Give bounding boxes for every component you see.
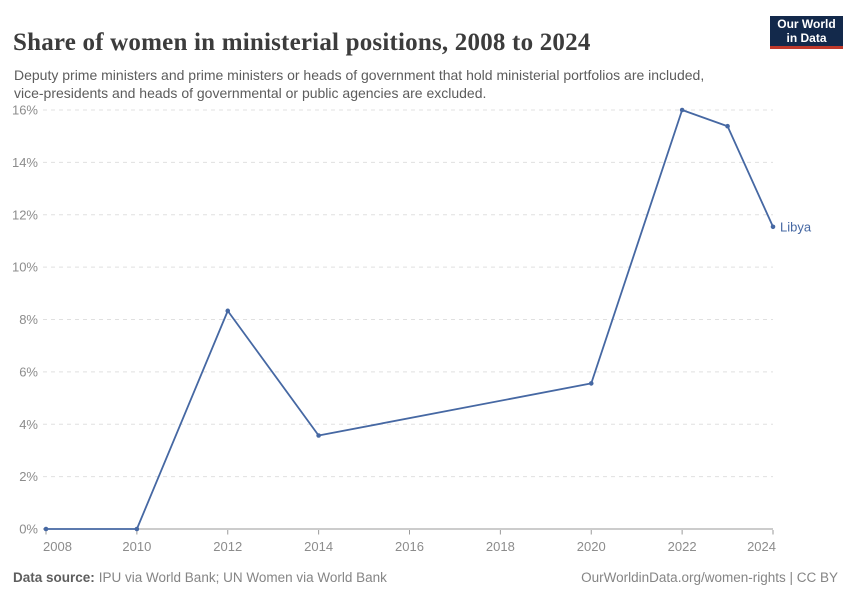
owid-logo-line2: in Data (786, 31, 827, 45)
x-tick-label: 2010 (122, 539, 151, 554)
x-tick-label: 2022 (668, 539, 697, 554)
x-tick-label: 2014 (304, 539, 333, 554)
x-tick-label: 2018 (486, 539, 515, 554)
owid-logo[interactable]: Our World in Data (770, 16, 843, 49)
data-point (679, 107, 685, 113)
data-source-label: Data source: (13, 570, 95, 585)
data-point (43, 526, 49, 532)
owid-logo-line1: Our World (777, 16, 836, 31)
x-tick-label: 2016 (395, 539, 424, 554)
x-tick-label: 2020 (577, 539, 606, 554)
data-point (225, 308, 231, 314)
data-point (770, 224, 776, 230)
x-tick-label: 2008 (43, 539, 72, 554)
y-tick-label: 2% (19, 469, 38, 484)
data-source-value: IPU via World Bank; UN Women via World B… (98, 570, 387, 585)
y-tick-label: 16% (12, 103, 38, 118)
data-point (134, 526, 140, 532)
data-point (588, 381, 594, 386)
y-tick-label: 4% (19, 417, 38, 432)
footer-link: OurWorldinData.org/women-rights | CC BY (581, 570, 838, 585)
data-line (45, 109, 774, 530)
y-tick-label: 6% (19, 364, 38, 379)
y-tick-label: 14% (12, 155, 38, 170)
data-point (725, 123, 730, 129)
y-tick-label: 8% (19, 312, 38, 327)
entity-label: Libya (780, 219, 812, 234)
y-tick-label: 12% (12, 207, 38, 222)
chart-subtitle: Deputy prime ministers and prime ministe… (14, 67, 705, 102)
data-source: Data source: IPU via World Bank; UN Women… (13, 570, 387, 585)
chart-title: Share of women in ministerial positions,… (13, 28, 591, 56)
data-point (316, 433, 321, 438)
x-tick-label: 2024 (747, 539, 776, 554)
x-tick-label: 2012 (213, 539, 242, 554)
y-tick-label: 0% (19, 522, 38, 537)
y-tick-label: 10% (12, 260, 38, 275)
